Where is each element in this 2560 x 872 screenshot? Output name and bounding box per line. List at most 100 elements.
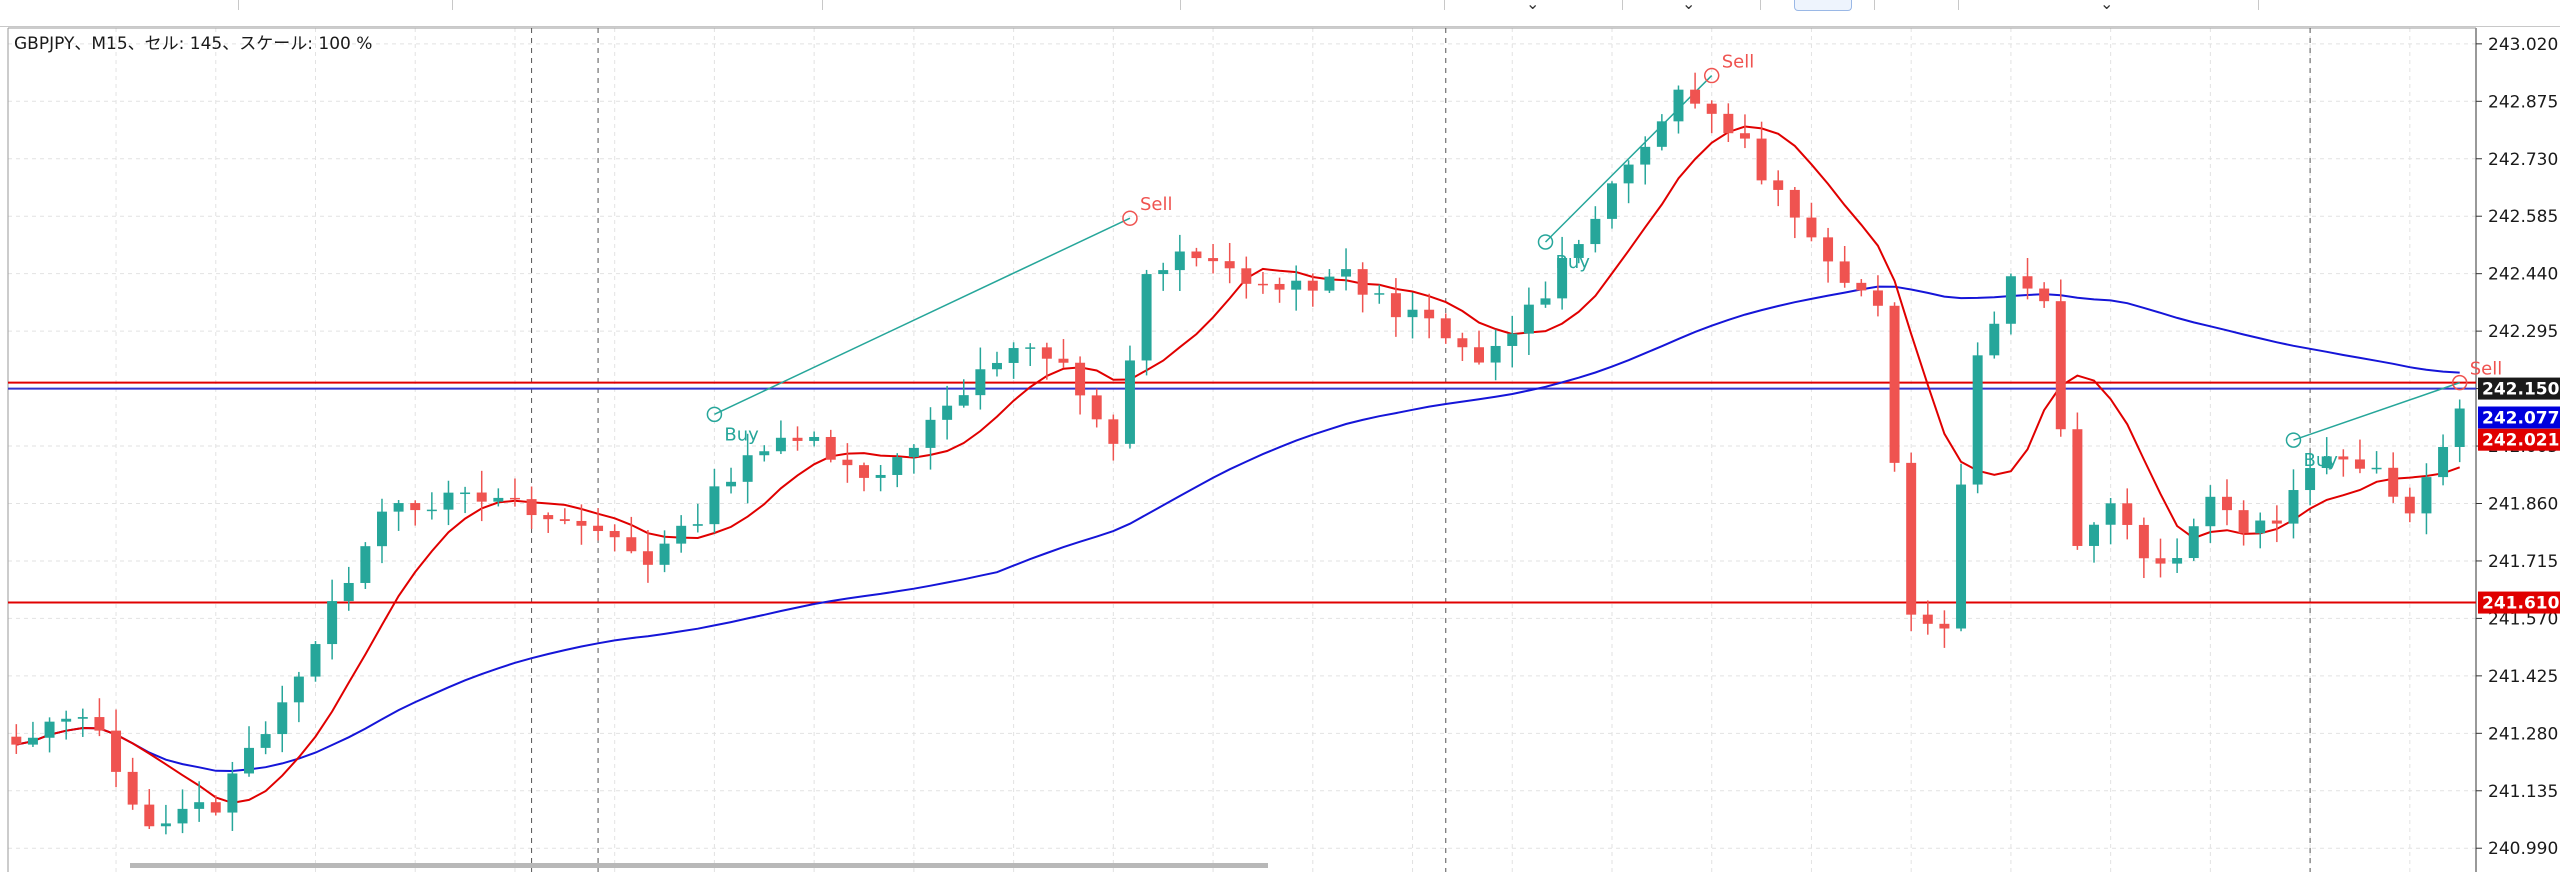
candle xyxy=(1972,342,1983,494)
signal-label: Sell xyxy=(1140,194,1173,215)
candle-body xyxy=(692,524,703,526)
candle-body xyxy=(1407,309,1418,318)
toolbar-separator xyxy=(238,0,239,10)
candle-body xyxy=(809,436,820,441)
candle xyxy=(925,407,936,470)
candle-body xyxy=(1224,261,1235,269)
candle xyxy=(1191,247,1202,267)
trend-line xyxy=(714,217,1131,416)
candle-body xyxy=(2255,520,2266,534)
candle-body xyxy=(543,515,554,520)
chevron-down-icon[interactable]: ⌄ xyxy=(2100,0,2114,13)
chevron-down-icon[interactable]: ⌄ xyxy=(1682,0,1696,13)
horizontal-scrollbar[interactable] xyxy=(130,863,1268,868)
candle-body xyxy=(410,503,421,511)
candle xyxy=(1739,114,1750,149)
signal-label: Sell xyxy=(2470,359,2503,380)
candle xyxy=(942,385,953,440)
candle xyxy=(2454,399,2465,463)
candle-body xyxy=(1989,323,2000,356)
candle xyxy=(2105,497,2116,545)
candle xyxy=(1307,273,1318,307)
candle-body xyxy=(77,717,88,719)
y-tick-label: 242.440 xyxy=(2488,265,2558,285)
candle xyxy=(277,685,288,753)
candle-body xyxy=(676,525,687,544)
signal-marker xyxy=(1537,234,1554,250)
candle xyxy=(626,516,637,554)
candle-body xyxy=(1889,305,1900,463)
candle xyxy=(825,429,836,463)
candle xyxy=(1257,271,1268,294)
candle-body xyxy=(925,419,936,448)
candle xyxy=(1557,236,1568,310)
candle-body xyxy=(626,537,637,552)
candle xyxy=(543,512,554,533)
candle-body xyxy=(210,802,221,813)
candle-body xyxy=(377,511,387,547)
candle-body xyxy=(1523,304,1534,334)
candle-body xyxy=(160,823,171,827)
signal-marker xyxy=(1122,210,1138,226)
candle xyxy=(11,724,22,754)
candle-body xyxy=(892,457,903,475)
candle-body xyxy=(2321,456,2332,469)
candle xyxy=(2005,273,2016,335)
candle xyxy=(2305,452,2316,506)
candle-body xyxy=(2172,558,2183,564)
candle xyxy=(2089,522,2099,563)
candle-body xyxy=(509,497,520,500)
candle xyxy=(127,757,138,810)
candle-body xyxy=(2055,301,2066,430)
candle-body xyxy=(2404,496,2415,514)
price-label-box xyxy=(2478,428,2560,451)
candle xyxy=(244,726,254,777)
candle xyxy=(1872,275,1883,317)
candle-body xyxy=(1108,419,1119,444)
price-label: 242.021 xyxy=(2482,431,2559,451)
candle-body xyxy=(94,717,105,731)
candle xyxy=(593,508,604,541)
candle-body xyxy=(642,551,653,565)
candle xyxy=(1823,227,1834,283)
candle-body xyxy=(908,447,919,458)
ma-slow-layer xyxy=(16,285,2460,773)
candle-body xyxy=(2271,520,2282,524)
candle-body xyxy=(1773,180,1784,190)
candle xyxy=(1124,345,1135,449)
candle xyxy=(2155,538,2166,578)
candle xyxy=(1540,281,1551,308)
candle-body xyxy=(576,520,587,526)
candle-body xyxy=(1956,484,1967,629)
candle-body xyxy=(1640,146,1651,165)
candle xyxy=(1075,356,1086,415)
candle xyxy=(526,486,537,529)
period-separators xyxy=(531,28,2311,872)
candle-body xyxy=(2022,276,2033,289)
toolbar-toggle-button[interactable] xyxy=(1794,0,1852,11)
candle xyxy=(1341,248,1352,291)
candle xyxy=(144,789,155,830)
y-tick-label: 243.020 xyxy=(2488,35,2558,55)
candle-body xyxy=(775,437,786,452)
candle-body xyxy=(2338,456,2349,460)
candle xyxy=(908,444,919,474)
candle-body xyxy=(1357,269,1368,295)
candle-body xyxy=(1690,89,1701,104)
candle xyxy=(2421,463,2432,535)
chevron-down-icon[interactable]: ⌄ xyxy=(1526,0,1540,13)
candle xyxy=(1224,242,1235,284)
candle-body xyxy=(44,721,55,738)
candle xyxy=(410,500,421,526)
candle-body xyxy=(2421,477,2432,514)
candle xyxy=(27,721,38,747)
candle xyxy=(1357,262,1368,313)
candle-body xyxy=(1922,614,1933,624)
candle xyxy=(1407,292,1418,339)
candle xyxy=(160,804,171,835)
candle xyxy=(2371,451,2382,474)
candle-body xyxy=(1058,358,1069,363)
trend-line xyxy=(1544,75,1713,243)
toolbar-separator xyxy=(822,0,823,10)
